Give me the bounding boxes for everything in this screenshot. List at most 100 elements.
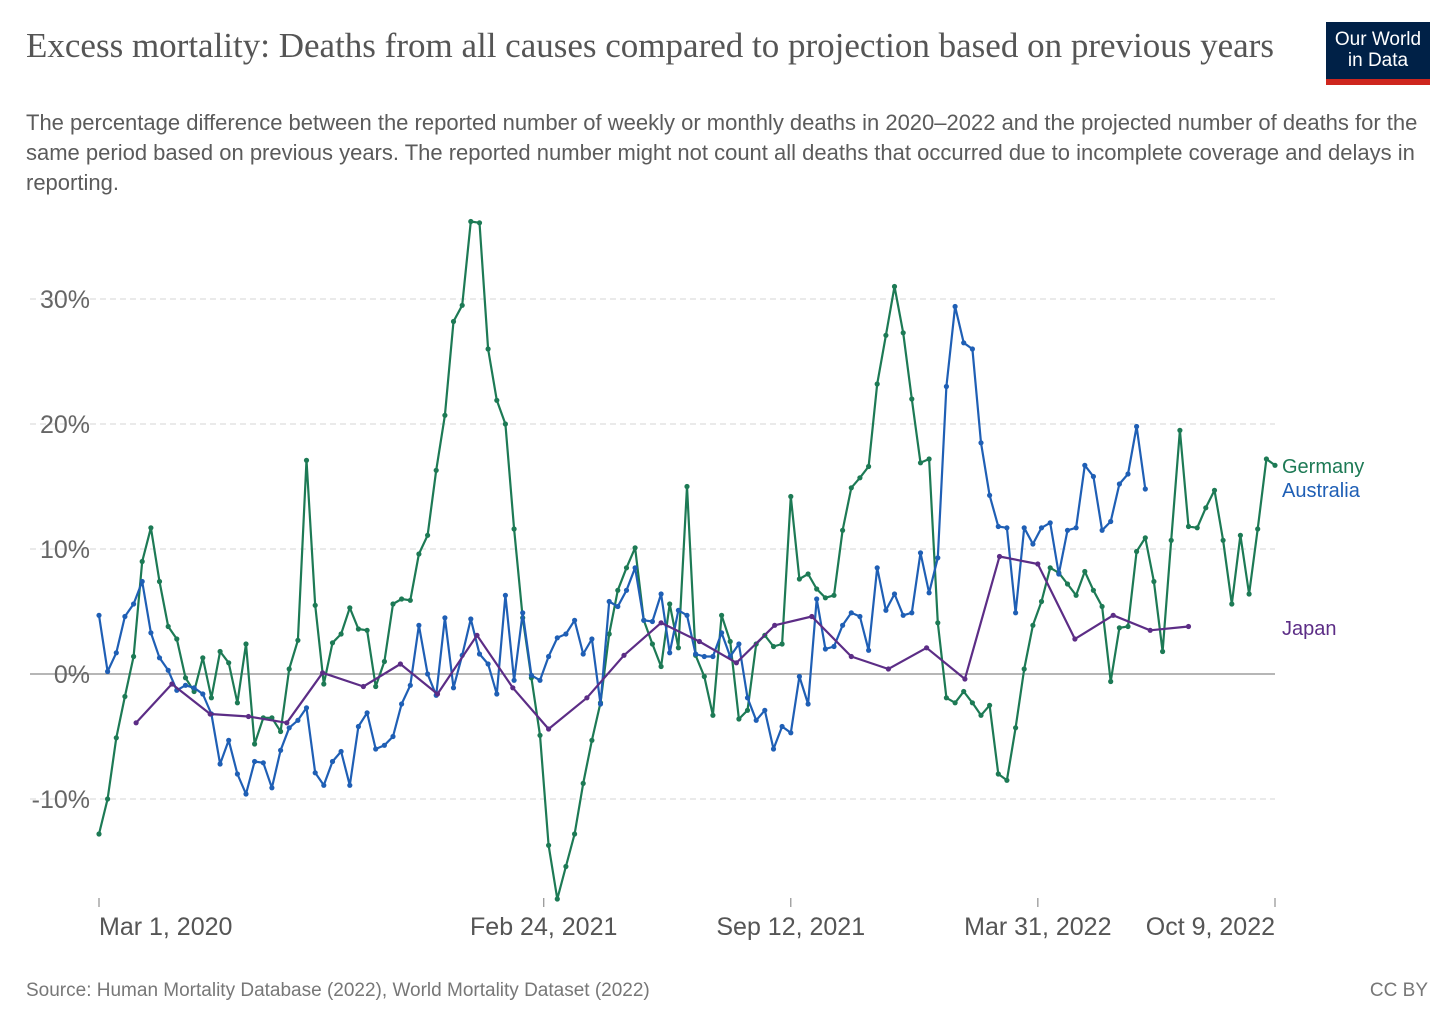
germany-point[interactable] (303, 457, 310, 463)
germany-point[interactable] (1211, 487, 1218, 493)
australia-point[interactable] (641, 617, 647, 623)
australia-line[interactable] (97, 305, 1147, 796)
australia-point[interactable] (329, 758, 336, 765)
australia-point[interactable] (416, 622, 422, 628)
germany-point[interactable] (1013, 725, 1019, 731)
germany-point[interactable] (1177, 427, 1183, 433)
germany-point[interactable] (935, 620, 941, 626)
australia-point[interactable] (355, 723, 361, 730)
australia-point[interactable] (494, 691, 500, 697)
germany-point[interactable] (450, 318, 457, 325)
japan-point[interactable] (885, 666, 892, 672)
australia-point[interactable] (649, 618, 656, 625)
japan-point[interactable] (962, 676, 968, 682)
germany-point[interactable] (425, 532, 431, 538)
australia-point[interactable] (952, 303, 958, 310)
source-note[interactable]: Source: Human Mortality Database (2022),… (26, 980, 650, 1001)
australia-point[interactable] (520, 610, 526, 616)
japan-point[interactable] (474, 632, 480, 638)
germany-point[interactable] (736, 716, 742, 722)
australia-point[interactable] (390, 733, 396, 740)
germany-point[interactable] (874, 381, 880, 387)
germany-point[interactable] (355, 626, 361, 632)
australia-point[interactable] (770, 746, 777, 752)
germany-point[interactable] (891, 283, 898, 290)
japan-point[interactable] (772, 622, 778, 628)
australia-point[interactable] (381, 742, 387, 748)
australia-point[interactable] (874, 565, 880, 571)
germany-point[interactable] (900, 330, 906, 336)
japan-point[interactable] (996, 553, 1003, 560)
germany-point[interactable] (675, 645, 682, 651)
germany-point[interactable] (1142, 535, 1148, 541)
germany-point[interactable] (494, 397, 500, 403)
germany-point[interactable] (632, 545, 638, 551)
germany-point[interactable] (796, 576, 803, 582)
australia-point[interactable] (891, 591, 898, 597)
germany-point[interactable] (1229, 601, 1235, 607)
australia-point[interactable] (701, 653, 707, 660)
germany-point[interactable] (485, 346, 491, 352)
germany-point[interactable] (909, 396, 915, 402)
germany-point[interactable] (442, 412, 448, 418)
germany-point[interactable] (1090, 587, 1096, 593)
australia-point[interactable] (667, 650, 673, 656)
australia-point[interactable] (502, 592, 508, 598)
germany-point[interactable] (131, 653, 137, 660)
germany-point[interactable] (961, 688, 967, 695)
germany-point[interactable] (502, 421, 508, 427)
germany-point[interactable] (1255, 526, 1261, 532)
germany-point[interactable] (105, 796, 111, 802)
australia-point[interactable] (200, 691, 206, 697)
legend-label-japan[interactable]: Japan (1282, 618, 1337, 640)
australia-point[interactable] (554, 635, 560, 641)
germany-point[interactable] (805, 571, 811, 577)
germany-point[interactable] (719, 612, 725, 618)
australia-point[interactable] (788, 730, 794, 736)
japan-point[interactable] (360, 683, 366, 690)
australia-point[interactable] (597, 701, 604, 707)
australia-point[interactable] (468, 616, 474, 622)
legend-label-germany[interactable]: Germany (1282, 456, 1364, 478)
australia-point[interactable] (900, 612, 906, 618)
australia-point[interactable] (312, 770, 318, 776)
germany-point[interactable] (1194, 525, 1200, 531)
australia-point[interactable] (217, 761, 223, 767)
australia-point[interactable] (710, 653, 716, 660)
germany-point[interactable] (286, 666, 292, 672)
australia-point[interactable] (234, 771, 240, 777)
australia-point[interactable] (831, 643, 837, 650)
germany-point[interactable] (1151, 578, 1157, 585)
germany-point[interactable] (234, 700, 240, 706)
australia-point[interactable] (719, 630, 725, 636)
germany-point[interactable] (226, 660, 232, 666)
germany-point[interactable] (312, 602, 318, 608)
germany-point[interactable] (182, 675, 189, 681)
germany-point[interactable] (649, 641, 656, 647)
australia-point[interactable] (943, 383, 950, 390)
australia-point[interactable] (476, 651, 483, 657)
australia-point[interactable] (407, 682, 413, 688)
germany-point[interactable] (459, 302, 465, 308)
germany-point[interactable] (1168, 537, 1174, 543)
germany-point[interactable] (883, 332, 889, 338)
germany-point[interactable] (468, 218, 474, 225)
australia-point[interactable] (814, 596, 820, 602)
australia-point[interactable] (684, 612, 690, 618)
germany-point[interactable] (701, 673, 707, 680)
australia-point[interactable] (182, 682, 189, 688)
germany-point[interactable] (580, 780, 586, 787)
germany-point[interactable] (917, 460, 924, 466)
germany-point[interactable] (278, 728, 284, 735)
germany-point[interactable] (822, 595, 829, 601)
australia-point[interactable] (1090, 473, 1096, 480)
germany-point[interactable] (1021, 666, 1027, 672)
germany-point[interactable] (727, 638, 733, 645)
australia-point[interactable] (796, 673, 803, 680)
germany-point[interactable] (1203, 505, 1209, 511)
germany-point[interactable] (381, 658, 387, 665)
australia-point[interactable] (1108, 518, 1114, 525)
germany-point[interactable] (1116, 625, 1122, 631)
germany-point[interactable] (243, 641, 249, 647)
germany-point[interactable] (848, 485, 854, 491)
